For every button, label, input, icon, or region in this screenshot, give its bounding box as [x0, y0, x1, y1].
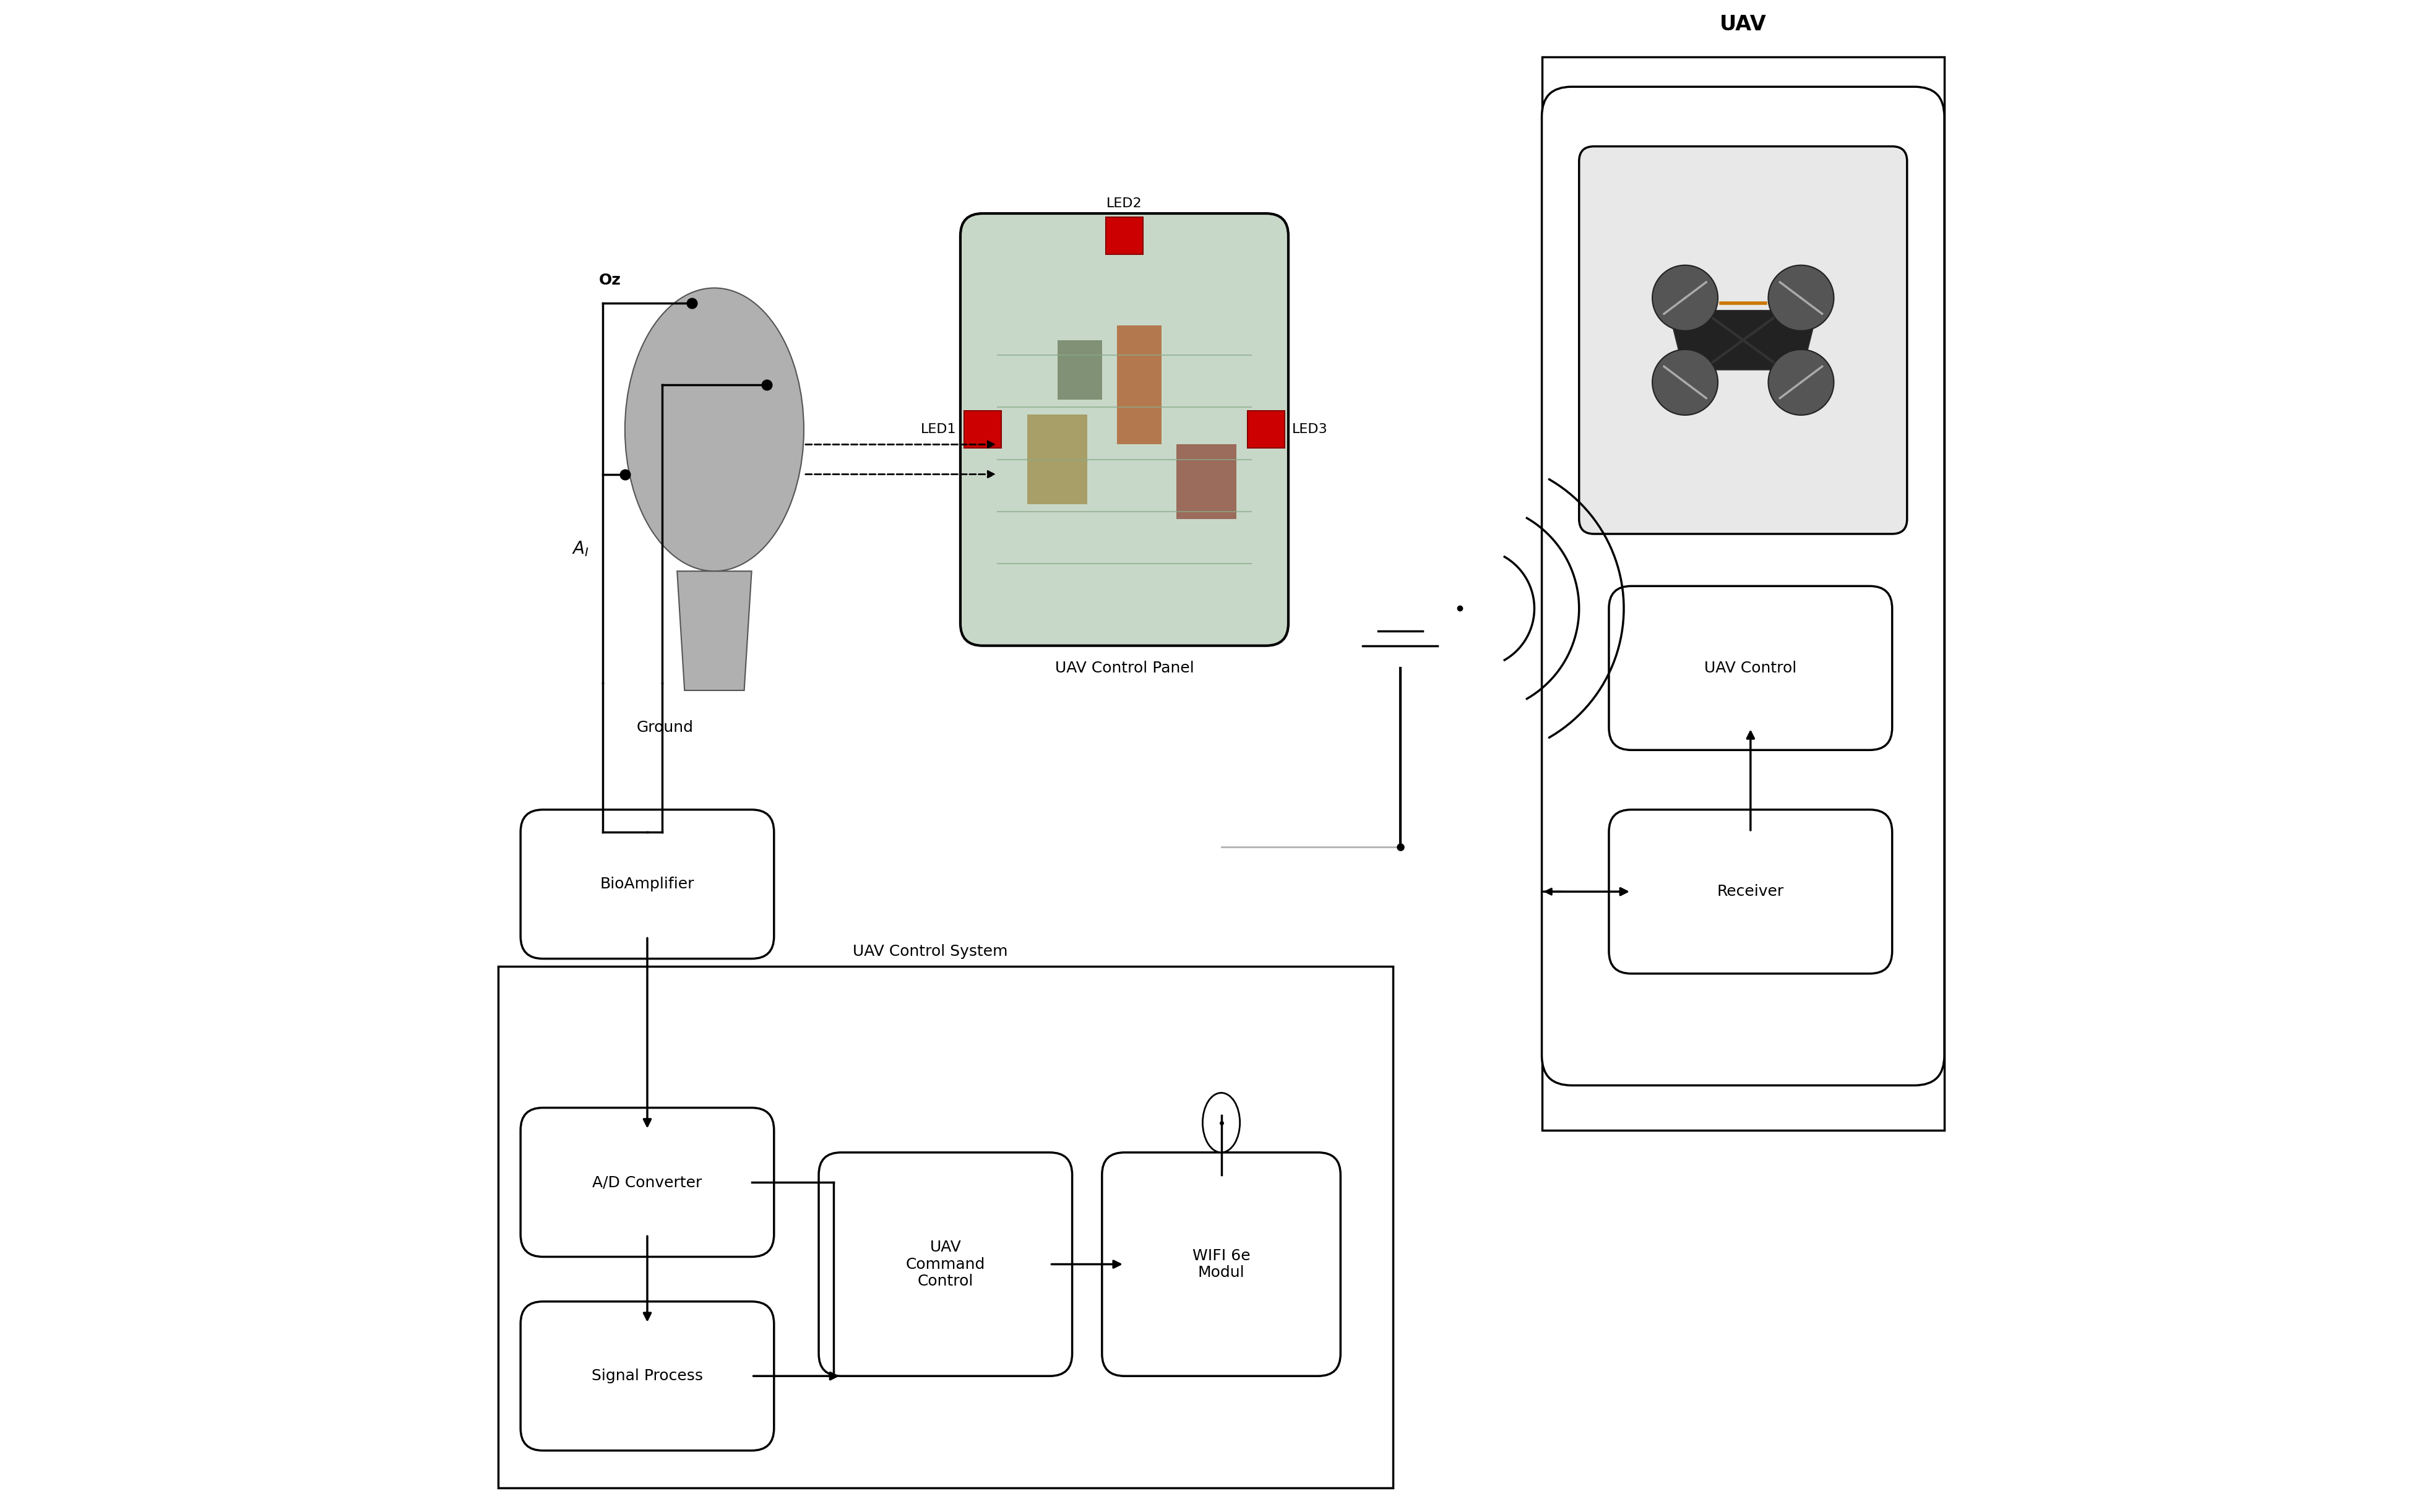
Circle shape [1767, 349, 1832, 416]
Bar [1116, 325, 1163, 445]
Text: Ground: Ground [636, 720, 694, 735]
Text: UAV Control Panel: UAV Control Panel [1056, 661, 1194, 676]
Bar [1104, 218, 1143, 254]
Polygon shape [677, 572, 752, 691]
Text: LED2: LED2 [1107, 198, 1141, 210]
Bar [1058, 340, 1102, 399]
Text: LED1: LED1 [920, 423, 956, 435]
Text: LED3: LED3 [1291, 423, 1328, 435]
FancyBboxPatch shape [1102, 1152, 1340, 1376]
Text: Signal Process: Signal Process [592, 1368, 704, 1383]
Bar [1027, 414, 1087, 503]
Circle shape [1767, 265, 1832, 331]
Bar [964, 411, 1000, 448]
Text: A/D Converter: A/D Converter [592, 1175, 701, 1190]
FancyBboxPatch shape [519, 1302, 774, 1450]
Text: BioAmplifier: BioAmplifier [599, 877, 694, 892]
FancyBboxPatch shape [961, 213, 1289, 646]
Ellipse shape [1201, 1093, 1240, 1152]
Text: Receiver: Receiver [1716, 885, 1784, 900]
Bar [1247, 411, 1284, 448]
Circle shape [1653, 265, 1718, 331]
Bar [1541, 57, 1944, 1129]
FancyBboxPatch shape [818, 1152, 1073, 1376]
Text: UAV Control: UAV Control [1704, 661, 1796, 676]
FancyBboxPatch shape [1609, 809, 1891, 974]
Bar [1177, 445, 1235, 519]
Text: $A_I$: $A_I$ [570, 540, 590, 558]
Text: UAV: UAV [1718, 14, 1767, 35]
FancyBboxPatch shape [1541, 86, 1944, 1086]
Circle shape [1653, 349, 1718, 416]
Text: UAV
Command
Control: UAV Command Control [905, 1240, 985, 1288]
FancyBboxPatch shape [1578, 147, 1908, 534]
Text: Oz: Oz [599, 274, 621, 287]
FancyBboxPatch shape [1609, 587, 1891, 750]
Text: WIFI 6e
Modul: WIFI 6e Modul [1192, 1249, 1250, 1281]
Bar [498, 966, 1393, 1488]
Text: UAV Control System: UAV Control System [852, 943, 1007, 959]
Polygon shape [1667, 310, 1818, 370]
FancyBboxPatch shape [519, 1108, 774, 1256]
FancyBboxPatch shape [519, 809, 774, 959]
Ellipse shape [624, 287, 803, 572]
